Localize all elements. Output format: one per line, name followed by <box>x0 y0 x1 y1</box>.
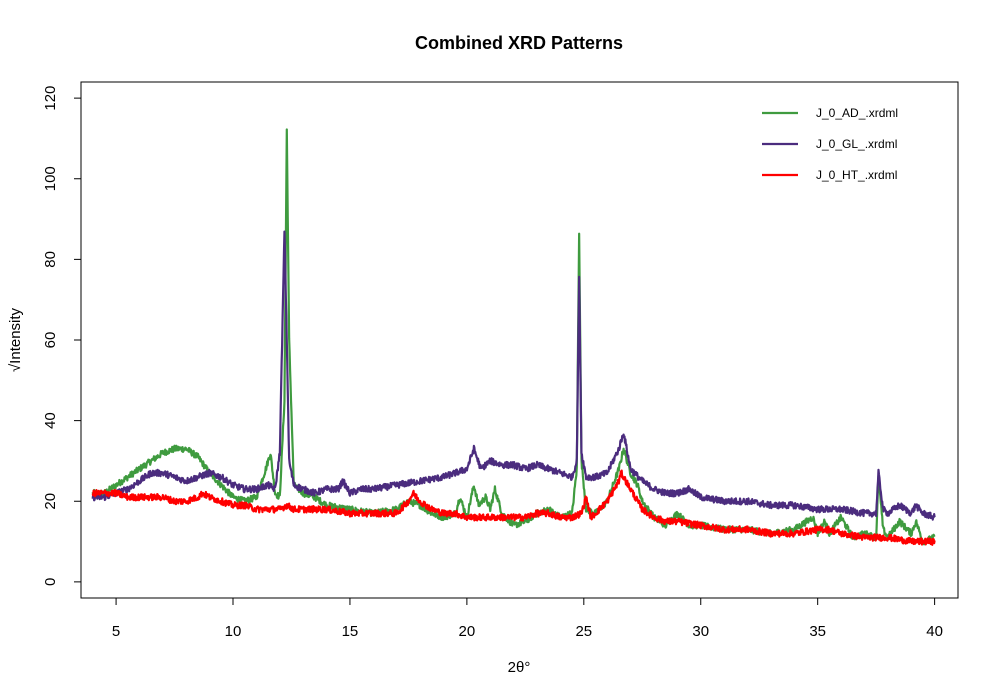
x-tick-label: 25 <box>575 623 592 640</box>
x-tick-label: 15 <box>342 623 359 640</box>
legend-label: J_0_HT_.xrdml <box>816 168 897 182</box>
x-tick-label: 35 <box>809 623 826 640</box>
x-tick-label: 30 <box>692 623 709 640</box>
x-tick-label: 5 <box>112 623 120 640</box>
x-tick-label: 10 <box>225 623 242 640</box>
y-tick-label: 60 <box>42 332 59 349</box>
legend-label: J_0_GL_.xrdml <box>816 137 897 151</box>
y-tick-label: 100 <box>42 166 59 191</box>
y-tick-label: 80 <box>42 251 59 268</box>
series-line-2 <box>91 230 936 521</box>
series-group <box>91 128 936 546</box>
x-tick-label: 20 <box>459 623 476 640</box>
x-tick-label: 40 <box>926 623 943 640</box>
legend-label: J_0_AD_.xrdml <box>816 106 898 120</box>
x-axis: 5 10 15 20 25 30 35 40 <box>112 597 943 640</box>
y-tick-label: 40 <box>42 412 59 429</box>
y-tick-label: 0 <box>42 578 59 586</box>
y-tick-label: 120 <box>42 86 59 111</box>
chart-title: Combined XRD Patterns <box>415 33 623 53</box>
series-line-3 <box>91 469 936 546</box>
y-axis-label: √Intensity <box>7 307 24 372</box>
y-tick-label: 20 <box>42 493 59 510</box>
y-axis: 0 20 40 60 80 100 120 <box>42 86 82 586</box>
x-axis-label: 2θ° <box>508 659 531 676</box>
legend: J_0_AD_.xrdml J_0_GL_.xrdml J_0_HT_.xrdml <box>762 106 898 182</box>
series-line-1 <box>91 128 936 546</box>
